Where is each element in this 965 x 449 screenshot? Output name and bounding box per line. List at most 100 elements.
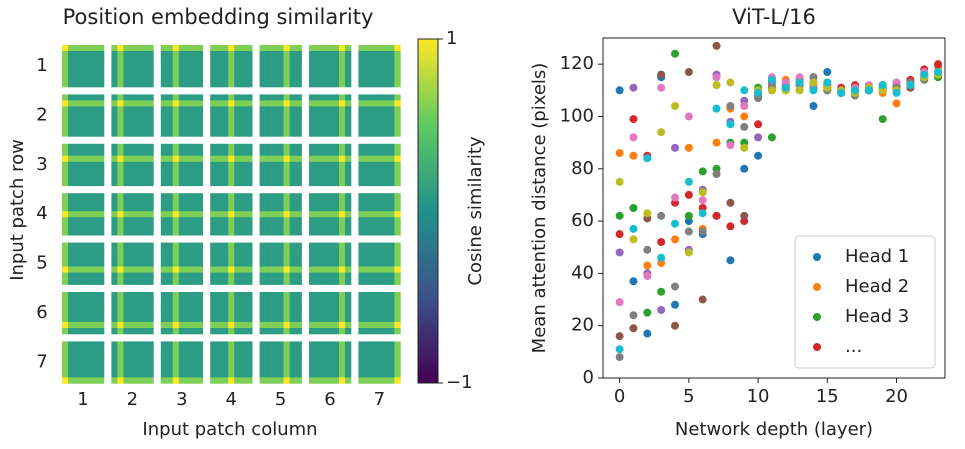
heat-cell <box>283 365 290 372</box>
heat-cell <box>178 359 186 366</box>
heat-cell <box>228 316 235 323</box>
heat-cell <box>222 347 229 354</box>
heat-cell <box>80 94 87 101</box>
heat-cell <box>289 229 296 236</box>
heat-cell <box>315 179 322 187</box>
heat-cell <box>277 292 284 299</box>
heat-cell <box>117 179 124 187</box>
heat-cell <box>271 124 278 131</box>
heat-cell <box>216 266 223 273</box>
heat-cell <box>333 69 340 76</box>
heat-cell <box>315 322 322 329</box>
heat-cell <box>259 278 266 285</box>
heat-cell <box>289 81 296 88</box>
heat-cell <box>178 130 186 137</box>
heat-cell <box>117 69 124 76</box>
heat-cell <box>98 173 105 181</box>
heat-cell <box>295 130 302 137</box>
heat-cell <box>141 100 148 107</box>
heat-cell <box>321 371 328 378</box>
heat-cell <box>222 167 229 175</box>
heat-cell <box>129 69 136 76</box>
tile <box>309 242 352 285</box>
heat-cell <box>321 260 328 267</box>
heat-cell <box>216 322 223 329</box>
heat-cell <box>327 371 334 378</box>
heat-cell <box>364 81 371 88</box>
heat-cell <box>370 266 377 273</box>
heat-cell <box>327 179 334 187</box>
heat-cell <box>172 328 180 335</box>
heat-cell <box>271 229 278 236</box>
tile <box>210 94 253 137</box>
heat-cell <box>271 69 278 76</box>
tile <box>309 143 352 187</box>
heat-cell <box>117 205 124 212</box>
heat-cell <box>283 63 290 70</box>
heat-cell <box>74 328 81 335</box>
heat-cell <box>160 75 168 82</box>
heat-cell <box>295 266 302 273</box>
heat-cell <box>370 94 377 101</box>
heat-cell <box>222 69 229 76</box>
heat-cell <box>129 341 136 348</box>
heat-cell <box>333 161 340 169</box>
tile <box>62 242 105 285</box>
heat-cell <box>382 205 389 212</box>
heat-cell <box>166 211 174 218</box>
heat-cell <box>178 278 186 285</box>
heat-cell <box>80 298 87 305</box>
heat-cell <box>172 365 180 372</box>
heat-cell <box>327 322 334 329</box>
heat-cell <box>289 106 296 113</box>
heat-cell <box>98 69 105 76</box>
heat-cell <box>117 167 124 175</box>
heat-cell <box>265 278 272 285</box>
heat-cell <box>259 124 266 131</box>
heat-cell <box>228 193 235 200</box>
scatter-point <box>671 49 679 58</box>
heat-cell <box>74 322 81 329</box>
heat-cell <box>123 248 130 255</box>
heat-cell <box>80 112 87 119</box>
heat-cell <box>364 94 371 101</box>
heat-cell <box>388 322 395 329</box>
heat-cell <box>234 179 241 187</box>
heat-cell <box>309 57 316 64</box>
heat-cell <box>111 205 118 212</box>
heat-cell <box>382 193 389 200</box>
heat-cell <box>259 173 266 181</box>
heat-cell <box>246 254 253 261</box>
heat-cell <box>172 254 180 261</box>
heat-cell <box>172 118 180 125</box>
heat-cell <box>111 304 118 311</box>
heat-cell <box>74 155 81 163</box>
heat-cell <box>240 310 247 317</box>
heat-cell <box>147 260 154 267</box>
heat-cell <box>234 161 241 169</box>
heat-cell <box>86 106 93 113</box>
heat-cell <box>271 199 278 206</box>
heat-cell <box>62 316 69 323</box>
heat-cell <box>135 316 142 323</box>
heat-cell <box>309 353 316 360</box>
heat-cell <box>80 260 87 267</box>
heat-cell <box>172 298 180 305</box>
heat-cell <box>283 353 290 360</box>
heat-cell <box>333 316 340 323</box>
scatter-point <box>726 120 735 129</box>
heat-cell <box>283 193 290 200</box>
heat-cell <box>216 100 223 107</box>
heat-cell <box>339 292 346 299</box>
heat-cell <box>358 143 365 151</box>
heat-cell <box>388 143 395 151</box>
heat-cell <box>295 179 302 187</box>
heat-cell <box>178 298 186 305</box>
heat-cell <box>228 106 235 113</box>
heat-cell <box>358 161 365 169</box>
heat-cell <box>123 199 130 206</box>
heat-cell <box>246 328 253 335</box>
heat-cell <box>364 199 371 206</box>
heat-cell <box>68 322 75 329</box>
heat-cell <box>240 100 247 107</box>
